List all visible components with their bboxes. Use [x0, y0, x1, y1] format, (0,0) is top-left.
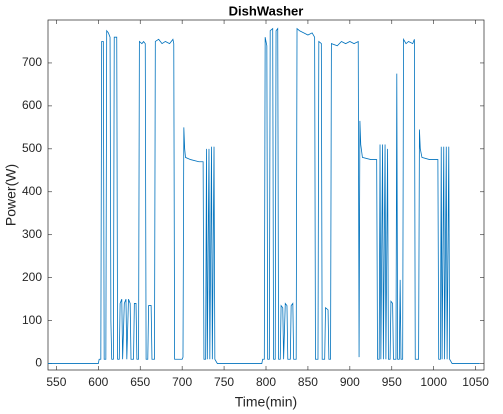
plot-area	[47, 19, 485, 371]
y-tick-label: 300	[22, 227, 42, 241]
y-tick-label: 0	[35, 356, 42, 370]
y-tick-label: 400	[22, 184, 42, 198]
y-tick-label: 600	[22, 98, 42, 112]
x-tick-label: 950	[382, 375, 402, 389]
x-tick-label: 700	[172, 375, 192, 389]
x-tick-label: 550	[46, 375, 66, 389]
x-axis-label: Time(min)	[235, 394, 297, 410]
x-tick-label: 1050	[462, 375, 489, 389]
y-tick-label: 700	[22, 55, 42, 69]
x-tick-label: 850	[298, 375, 318, 389]
x-tick-label: 900	[340, 375, 360, 389]
y-tick-label: 500	[22, 141, 42, 155]
x-tick-label: 600	[88, 375, 108, 389]
x-tick-label: 800	[256, 375, 276, 389]
x-tick-label: 1000	[420, 375, 447, 389]
y-axis-label: Power(W)	[3, 164, 19, 226]
x-tick-label: 650	[130, 375, 150, 389]
chart-title: DishWasher	[229, 3, 304, 18]
y-tick-label: 200	[22, 270, 42, 284]
x-tick-label: 750	[214, 375, 234, 389]
y-tick-label: 100	[22, 313, 42, 327]
data-line	[48, 27, 480, 364]
